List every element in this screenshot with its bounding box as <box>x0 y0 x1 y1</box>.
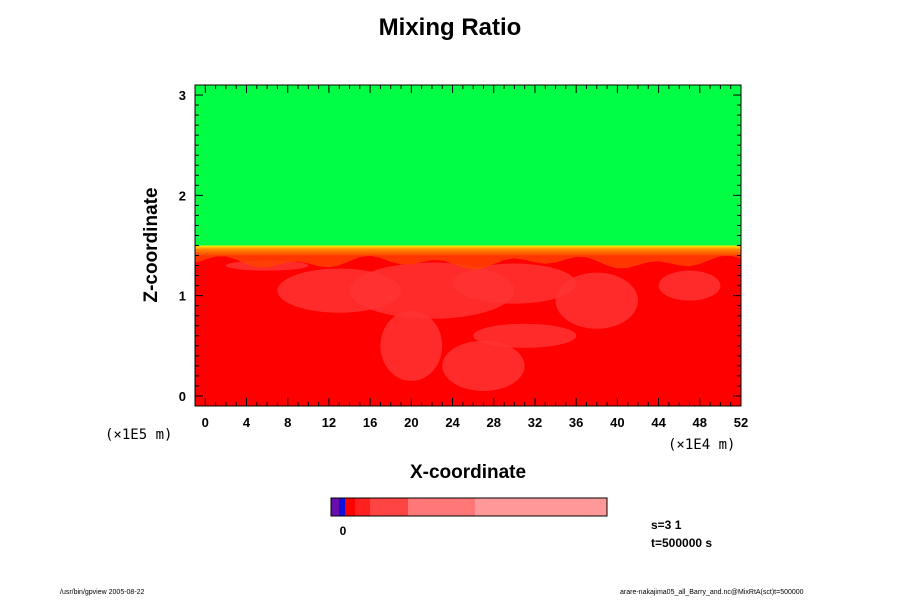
x-tick-label: 36 <box>569 415 583 430</box>
turbulence-patch-3 <box>555 272 638 329</box>
x-tick-label: 48 <box>693 415 707 430</box>
x-tick-label: 20 <box>404 415 418 430</box>
x-tick-label: 0 <box>202 415 209 430</box>
turbulence-patch-5 <box>380 310 443 381</box>
colorbar-segment-2 <box>345 498 355 516</box>
colorbar-segment-0 <box>331 498 339 516</box>
region-0 <box>195 85 741 246</box>
colorbar-segment-6 <box>475 498 607 516</box>
x-tick-label: 8 <box>284 415 291 430</box>
x-tick-label: 28 <box>487 415 501 430</box>
colorbar-tick-label: 0 <box>340 524 347 538</box>
colorbar: 0 <box>330 497 608 538</box>
x-axis-label: X-coordinate <box>410 462 526 483</box>
x-tick-label: 40 <box>610 415 624 430</box>
colorbar-segment-1 <box>339 498 345 516</box>
x-tick-label: 4 <box>243 415 251 430</box>
turbulence-patch-2 <box>452 263 577 304</box>
colorbar-segment-5 <box>408 498 475 516</box>
colorbar-frame <box>330 497 608 517</box>
footer-left: /usr/bin/gpview 2005-08-22 <box>60 589 145 596</box>
interface-fringe <box>195 255 741 270</box>
y-tick-label: 0 <box>179 389 186 404</box>
x-tick-label: 16 <box>363 415 377 430</box>
turbulence-patch-8 <box>473 323 577 348</box>
footer-right: arare-nakajima05_all_Barry_and.nc@MixRtA… <box>620 589 804 596</box>
y-tick-label: 1 <box>179 289 186 304</box>
y-scale-label: (×1E5 m) <box>105 427 172 443</box>
x-scale-label: (×1E4 m) <box>668 437 735 453</box>
info-t: t=500000 s <box>651 536 713 550</box>
y-axis-label: Z-coordinate <box>141 187 162 302</box>
y-tick-label: 3 <box>179 88 186 103</box>
x-tick-label: 12 <box>322 415 336 430</box>
x-tick-label: 44 <box>651 415 666 430</box>
colorbar-segment-3 <box>355 498 370 516</box>
turbulence-patch-6 <box>658 270 721 301</box>
y-tick-label: 2 <box>179 188 186 203</box>
region-1 <box>195 245 741 256</box>
colorbar-segment-4 <box>370 498 408 516</box>
turbulence-patch-4 <box>442 340 525 391</box>
x-tick-label: 32 <box>528 415 542 430</box>
info-s: s=3 1 <box>651 518 682 532</box>
x-tick-label: 24 <box>445 415 460 430</box>
title: Mixing Ratio <box>378 14 522 41</box>
x-tick-label: 52 <box>734 415 748 430</box>
